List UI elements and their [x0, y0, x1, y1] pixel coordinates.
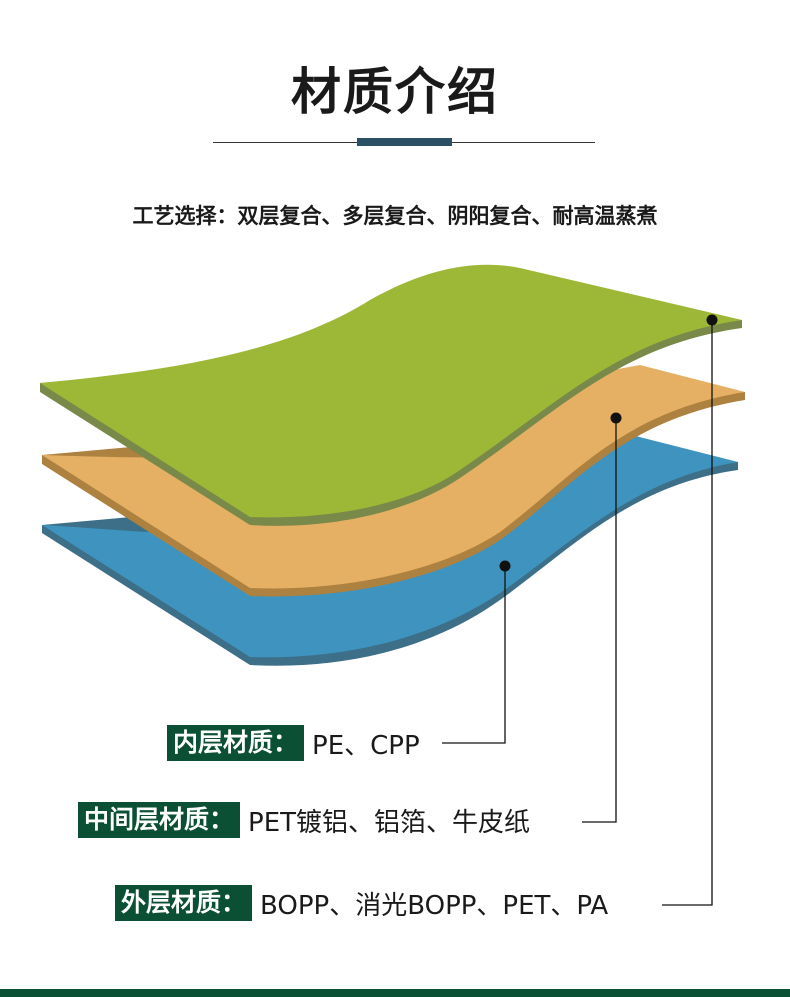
inner-pointer-dot [499, 560, 511, 572]
middle-layer-tag: 中间层材质： [78, 802, 241, 838]
outer-layer [40, 264, 742, 518]
middle-pointer-line [582, 418, 617, 823]
inner-layer-value: PE、CPP [312, 730, 420, 761]
divider-accent [357, 138, 452, 146]
inner-layer-tag: 内层材质： [167, 725, 305, 761]
page-title: 材质介绍 [291, 63, 499, 121]
outer-pointer-line [662, 320, 713, 906]
middle-layer-label: 中间层材质： PET镀铝、铝箔、牛皮纸 [78, 802, 530, 838]
process-options: 工艺选择：双层复合、多层复合、阴阳复合、耐高温蒸煮 [132, 204, 658, 228]
inner-pointer-line [442, 566, 506, 744]
outer-layer-value: BOPP、消光BOPP、PET、PA [260, 890, 609, 921]
outer-layer-tag: 外层材质： [115, 885, 253, 921]
middle-layer-value: PET镀铝、铝箔、牛皮纸 [248, 807, 531, 838]
outer-layer-label: 外层材质： BOPP、消光BOPP、PET、PA [115, 885, 608, 921]
outer-pointer-dot [706, 314, 718, 326]
middle-pointer-dot [610, 412, 622, 424]
inner-layer-label: 内层材质： PE、CPP [167, 725, 420, 761]
footer-bar [0, 989, 790, 997]
